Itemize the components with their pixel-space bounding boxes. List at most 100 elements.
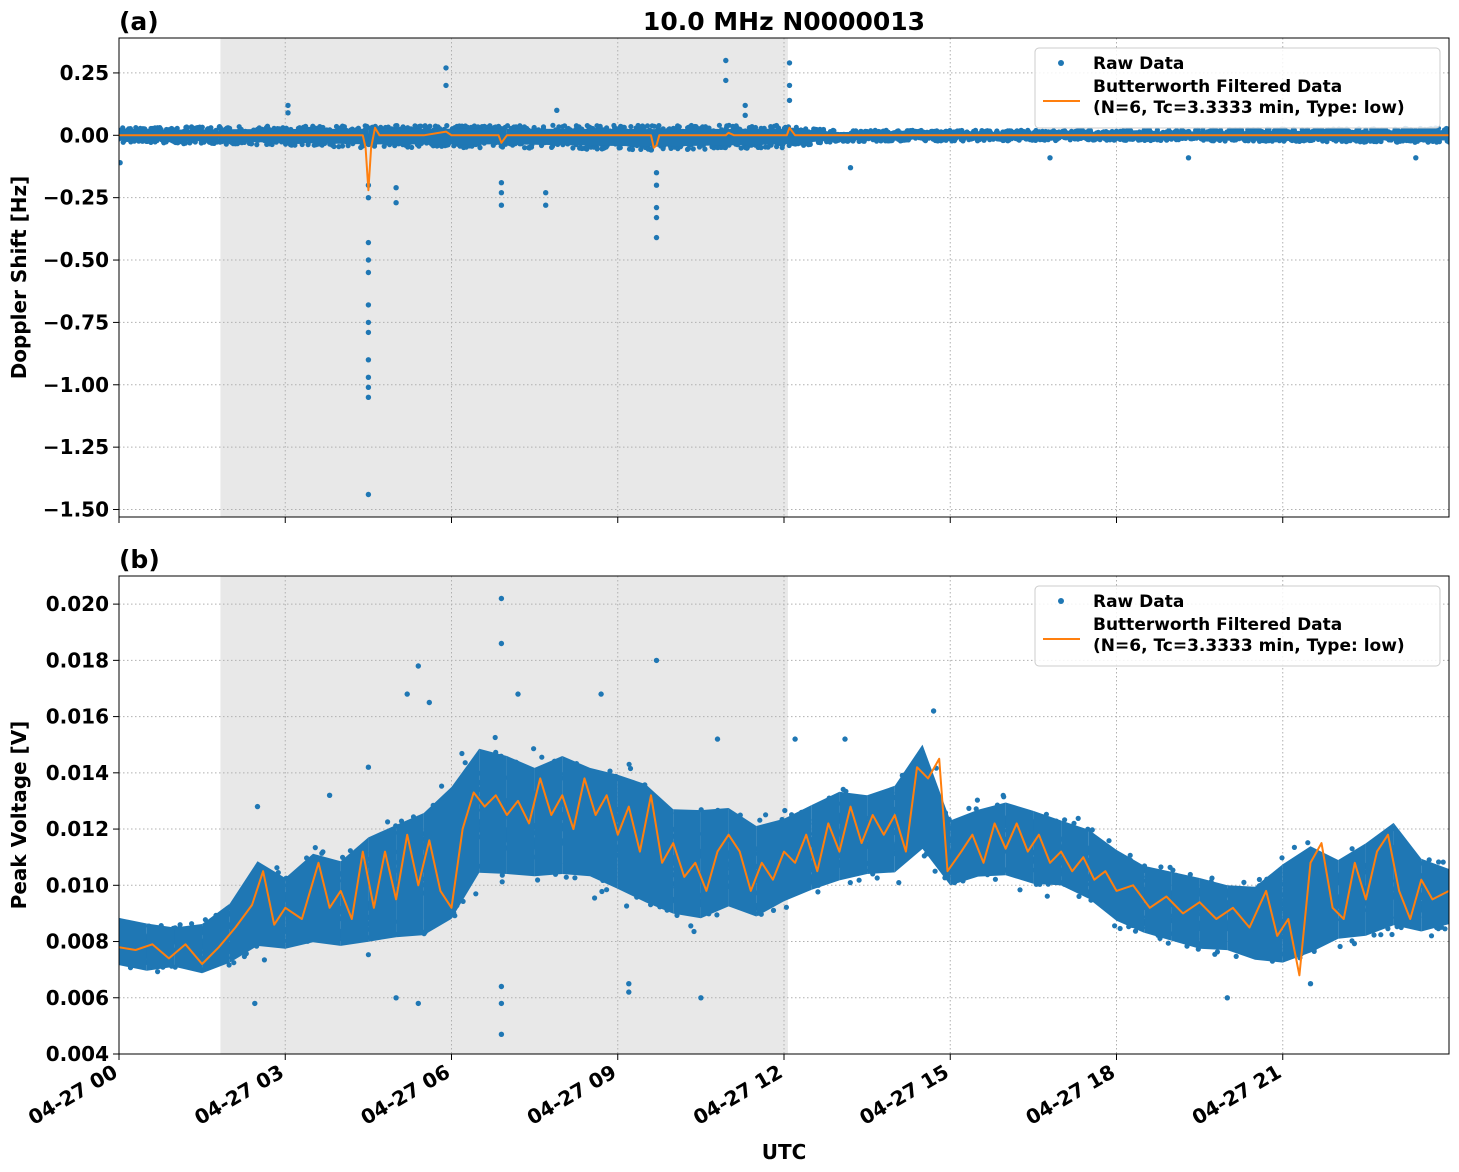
raw-data-outlier (365, 374, 372, 380)
raw-data-point (722, 145, 729, 151)
legend-label-filtered: Butterworth Filtered Data (1093, 77, 1342, 97)
raw-data-core-band (218, 128, 369, 145)
raw-data-point (1446, 139, 1449, 145)
raw-data-point (702, 146, 708, 152)
raw-data-point (624, 903, 630, 909)
raw-data-point (345, 143, 351, 149)
raw-data-point (451, 143, 457, 149)
raw-data-outlier (365, 329, 372, 336)
raw-data-core-band (784, 128, 840, 145)
raw-data-point (770, 907, 777, 914)
raw-data-point (459, 750, 465, 757)
raw-data-outlier (365, 357, 372, 363)
raw-data-point (504, 123, 511, 129)
y-tick-label: −1.25 (43, 435, 109, 459)
raw-data-outlier (1413, 155, 1419, 161)
raw-data-outlier (365, 384, 372, 390)
raw-data-point (716, 122, 723, 128)
raw-data-point (199, 124, 205, 130)
raw-data-point (783, 904, 790, 910)
raw-data-point (312, 845, 318, 851)
raw-data-point (184, 124, 190, 130)
raw-data-outlier (786, 97, 793, 104)
raw-data-outlier (498, 180, 505, 186)
raw-data-point (959, 127, 965, 134)
raw-data-outlier (786, 82, 793, 89)
raw-data-point (599, 888, 605, 895)
raw-data-point (269, 141, 275, 148)
raw-data-outlier (365, 195, 372, 201)
raw-data-point (331, 143, 337, 150)
raw-data-outlier (119, 160, 123, 166)
raw-data-outlier (365, 257, 372, 263)
raw-data-point (758, 145, 764, 151)
raw-data-point (628, 124, 634, 130)
raw-data-point (216, 124, 223, 130)
raw-data-point (550, 122, 556, 128)
raw-data-point (779, 145, 785, 151)
raw-data-outlier (285, 102, 291, 109)
y-tick-label: −0.50 (43, 248, 109, 272)
raw-data-point (621, 124, 627, 130)
raw-data-outlier (543, 190, 549, 196)
raw-data-outlier (365, 491, 372, 498)
chart-title: 10.0 MHz N0000013 (643, 7, 925, 36)
raw-data-outlier (847, 165, 854, 171)
raw-data-point (155, 969, 161, 975)
y-tick-label: −0.25 (43, 186, 109, 210)
plot-area (119, 57, 1449, 498)
legend-label-filtered-params: (N=6, Tc=3.3333 min, Type: low) (1093, 98, 1405, 118)
raw-data-outlier (393, 185, 399, 191)
raw-data-outlier (365, 239, 372, 246)
raw-data-point (539, 754, 545, 760)
raw-data-point (405, 144, 411, 150)
raw-data-point (757, 817, 763, 823)
raw-data-point (562, 123, 568, 129)
raw-data-point (319, 850, 325, 856)
raw-data-outlier (285, 110, 291, 116)
raw-data-point (592, 895, 598, 901)
raw-data-point (820, 126, 827, 133)
raw-data-outlier (365, 319, 372, 326)
raw-data-outlier (653, 182, 660, 188)
y-tick-label: −1.00 (43, 373, 109, 397)
raw-data-point (473, 891, 479, 897)
raw-data-point (714, 912, 720, 918)
raw-data-point (274, 865, 280, 871)
raw-data-outlier (1047, 155, 1053, 161)
raw-data-outlier (365, 394, 372, 400)
shaded-region (220, 38, 788, 517)
raw-data-point (1324, 139, 1330, 145)
raw-data-outlier (723, 77, 729, 84)
y-tick-label: 0.00 (60, 123, 109, 147)
raw-data-point (303, 123, 309, 129)
raw-data-outlier (443, 65, 449, 71)
plot-area (119, 595, 1449, 1038)
raw-data-point (365, 952, 371, 958)
raw-data-point (651, 123, 657, 129)
raw-data-outlier (365, 269, 372, 276)
raw-data-point (540, 124, 547, 130)
raw-data-outlier (498, 190, 505, 196)
raw-data-outlier (742, 102, 748, 109)
legend-marker-raw (1058, 60, 1064, 66)
raw-data-point (570, 145, 576, 151)
raw-data-point (691, 928, 697, 935)
legend-box (1034, 47, 1441, 129)
y-tick-label: −0.75 (43, 310, 109, 334)
raw-data-core-band (656, 128, 784, 147)
raw-data-outlier (498, 202, 505, 208)
raw-data-point (261, 957, 267, 963)
raw-data-point (182, 140, 188, 146)
raw-data-outlier (653, 204, 660, 211)
raw-data-outlier (653, 214, 660, 221)
filtered-data-line (119, 126, 1449, 192)
raw-data-point (690, 146, 696, 152)
raw-data-point (499, 879, 505, 885)
raw-data-core-band (506, 128, 657, 147)
raw-data-point (462, 760, 468, 766)
panel-a: 0.250.00−0.25−0.50−0.75−1.00−1.25−1.50Do… (7, 7, 1450, 523)
raw-data-point (611, 122, 617, 129)
